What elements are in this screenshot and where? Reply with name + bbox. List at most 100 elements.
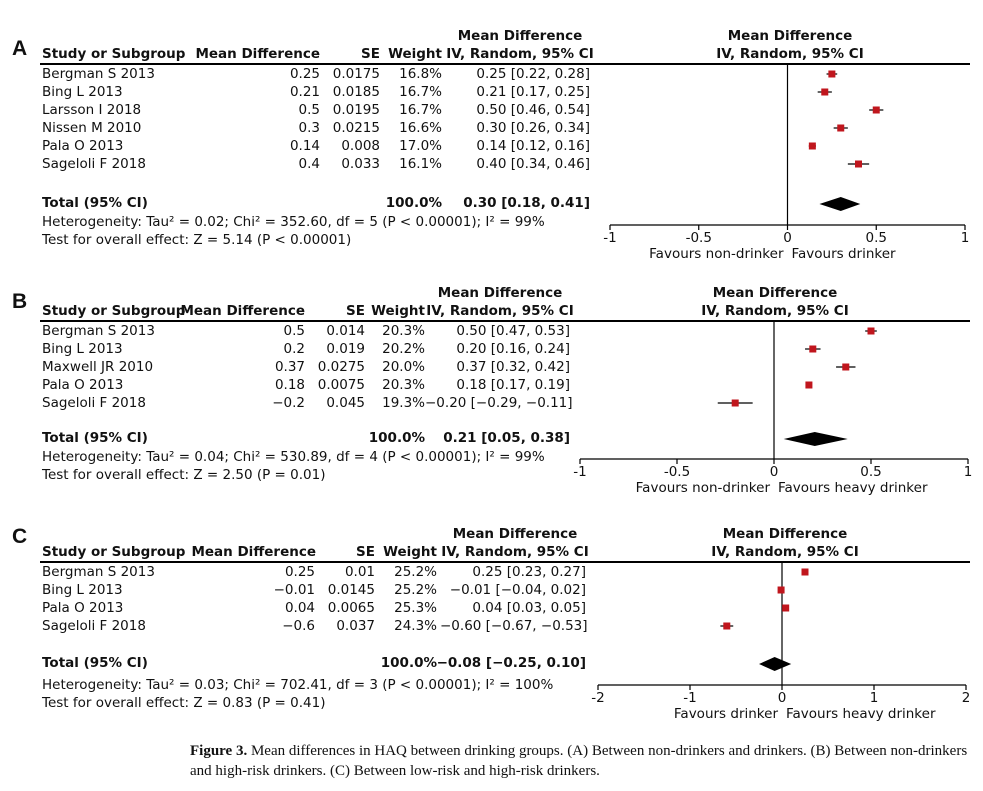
effect-marker	[821, 88, 829, 96]
effect-marker	[723, 622, 731, 630]
ci-text: 0.04 [0.03, 0.05]	[472, 600, 586, 616]
mean-difference: −0.6	[282, 618, 315, 634]
study-name: Sageloli F 2018	[42, 395, 146, 411]
standard-error: 0.0075	[317, 377, 365, 393]
x-tick-label: 0.5	[866, 230, 887, 246]
se-header: SE	[361, 46, 380, 62]
study-name: Sageloli F 2018	[42, 618, 146, 634]
total-label: Total (95% CI)	[42, 655, 148, 671]
study-name: Bergman S 2013	[42, 66, 155, 82]
weight: 25.2%	[394, 564, 437, 580]
ci-text: −0.20 [−0.29, −0.11]	[425, 395, 573, 411]
mean-difference: 0.14	[289, 138, 320, 154]
favours-right-label: Favours heavy drinker	[778, 480, 928, 496]
ci-header-top: Mean Difference	[437, 285, 563, 301]
weight: 16.6%	[399, 120, 442, 136]
overall-effect-text: Test for overall effect: Z = 5.14 (P < 0…	[42, 232, 352, 248]
figure-caption-text: Mean differences in HAQ between drinking…	[190, 743, 968, 779]
favours-left-label: Favours non-drinker	[649, 246, 784, 262]
study-name: Pala O 2013	[42, 377, 124, 393]
ci-header-bottom: IV, Random, 95% CI	[426, 303, 574, 319]
mean-difference: 0.18	[274, 377, 305, 393]
total-ci-text: 0.30 [0.18, 0.41]	[463, 195, 590, 211]
plot-header-top: Mean Difference	[712, 285, 838, 301]
effect-marker	[855, 160, 862, 168]
plot-header-bottom: IV, Random, 95% CI	[716, 46, 864, 62]
total-weight: 100.0%	[380, 655, 437, 671]
x-tick-label: 0	[778, 690, 787, 706]
md-header: Mean Difference	[191, 544, 316, 560]
standard-error: 0.0145	[327, 582, 375, 598]
ci-text: 0.25 [0.23, 0.27]	[472, 564, 586, 580]
forest-plot: -2 -1 0 1 2 Favours drinker Favours heavy drin…	[591, 561, 971, 722]
effect-marker	[867, 327, 875, 335]
study-name: Bing L 2013	[42, 582, 123, 598]
weight: 25.2%	[394, 582, 437, 598]
study-name: Bergman S 2013	[42, 564, 155, 580]
standard-error: 0.0175	[332, 66, 380, 82]
ci-text: 0.50 [0.46, 0.54]	[476, 102, 590, 118]
overall-effect-text: Test for overall effect: Z = 2.50 (P = 0…	[42, 467, 326, 483]
se-header: SE	[356, 544, 375, 560]
heterogeneity-text: Heterogeneity: Tau² = 0.02; Chi² = 352.6…	[42, 214, 545, 230]
header-rule	[40, 63, 970, 65]
standard-error: 0.0195	[332, 102, 380, 118]
x-tick-label: 0	[783, 230, 792, 246]
effect-marker	[782, 604, 790, 612]
x-tick-label: 0	[770, 464, 779, 480]
standard-error: 0.0215	[332, 120, 380, 136]
weight-header: Weight	[383, 544, 437, 560]
plot-header-top: Mean Difference	[727, 28, 853, 44]
study-name: Bing L 2013	[42, 341, 123, 357]
heterogeneity-text: Heterogeneity: Tau² = 0.04; Chi² = 530.8…	[42, 449, 545, 465]
x-tick-label: -1	[573, 464, 586, 480]
ci-text: 0.25 [0.22, 0.28]	[476, 66, 590, 82]
pooled-diamond	[783, 432, 848, 446]
total-weight: 100.0%	[385, 195, 442, 211]
standard-error: 0.008	[341, 138, 380, 154]
effect-marker	[809, 345, 817, 353]
study-name: Pala O 2013	[42, 138, 124, 154]
mean-difference: 0.5	[298, 102, 320, 118]
panel-letter: C	[12, 525, 28, 548]
x-tick-label: 0.5	[860, 464, 881, 480]
ci-text: −0.01 [−0.04, 0.02]	[449, 582, 586, 598]
effect-marker	[842, 363, 850, 371]
plot-header-bottom: IV, Random, 95% CI	[701, 303, 849, 319]
weight: 16.7%	[399, 84, 442, 100]
effect-marker	[808, 142, 816, 150]
ci-text: 0.20 [0.16, 0.24]	[456, 341, 570, 357]
x-tick-label: 2	[962, 690, 971, 706]
ci-text: 0.30 [0.26, 0.34]	[476, 120, 590, 136]
study-header: Study or Subgroup	[42, 544, 186, 560]
weight: 24.3%	[394, 618, 437, 634]
ci-text: 0.14 [0.12, 0.16]	[476, 138, 590, 154]
pooled-diamond	[759, 657, 792, 671]
standard-error: 0.037	[336, 618, 375, 634]
weight: 17.0%	[399, 138, 442, 154]
weight: 19.3%	[382, 395, 425, 411]
ci-text: 0.50 [0.47, 0.53]	[456, 323, 570, 339]
x-tick-label: 1	[961, 230, 970, 246]
ci-header-bottom: IV, Random, 95% CI	[446, 46, 594, 62]
study-header: Study or Subgroup	[42, 303, 186, 319]
standard-error: 0.01	[344, 564, 375, 580]
plot-header-bottom: IV, Random, 95% CI	[711, 544, 859, 560]
header-rule	[40, 561, 970, 563]
standard-error: 0.019	[326, 341, 365, 357]
total-ci-text: 0.21 [0.05, 0.38]	[443, 430, 570, 446]
figure-label: Figure 3.	[190, 743, 248, 759]
weight: 20.3%	[382, 377, 425, 393]
mean-difference: 0.37	[274, 359, 305, 375]
weight: 20.2%	[382, 341, 425, 357]
weight: 25.3%	[394, 600, 437, 616]
ci-text: 0.18 [0.17, 0.19]	[456, 377, 570, 393]
mean-difference: 0.25	[284, 564, 315, 580]
weight: 20.3%	[382, 323, 425, 339]
ci-text: 0.21 [0.17, 0.25]	[476, 84, 590, 100]
study-name: Maxwell JR 2010	[42, 359, 154, 375]
effect-marker	[828, 70, 836, 78]
se-header: SE	[346, 303, 365, 319]
weight: 16.8%	[399, 66, 442, 82]
overall-effect-text: Test for overall effect: Z = 0.83 (P = 0…	[42, 695, 326, 711]
